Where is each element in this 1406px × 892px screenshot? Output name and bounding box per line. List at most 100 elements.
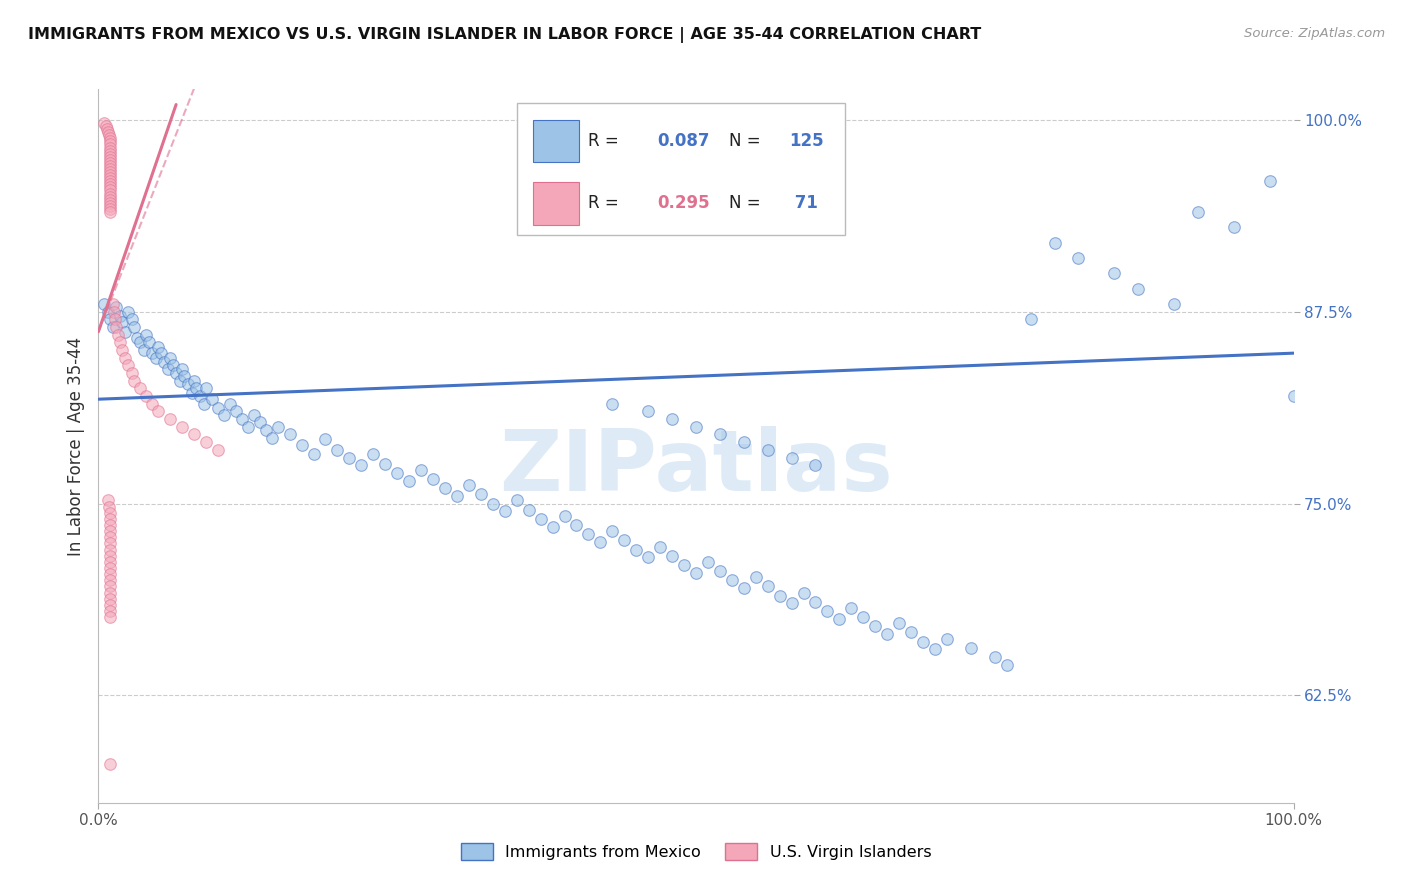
Point [111, 316, 134, 330]
FancyBboxPatch shape [517, 103, 845, 235]
Point [434, 481, 457, 495]
Text: 125: 125 [789, 132, 824, 150]
Point [541, 519, 564, 533]
Point [1104, 266, 1126, 280]
Point [254, 423, 277, 437]
Point [105, 300, 128, 314]
Text: N =: N = [730, 194, 761, 212]
Point [98, 150, 122, 164]
Point [98, 171, 122, 186]
Point [889, 616, 911, 631]
Point [104, 312, 127, 326]
Point [900, 625, 922, 640]
Point [398, 474, 420, 488]
Point [1067, 251, 1090, 265]
Point [1043, 235, 1066, 250]
Point [207, 442, 229, 457]
Point [793, 585, 815, 599]
Point [1019, 312, 1042, 326]
Point [828, 612, 851, 626]
Point [186, 381, 208, 395]
Point [841, 601, 863, 615]
Point [98, 178, 122, 192]
Point [145, 351, 167, 365]
Point [98, 506, 122, 520]
Point [135, 389, 157, 403]
Point [177, 376, 200, 391]
Text: ZIPatlas: ZIPatlas [499, 425, 893, 509]
Point [852, 610, 875, 624]
Bar [533, 182, 579, 225]
Point [374, 457, 396, 471]
Point [98, 574, 122, 588]
Point [162, 359, 184, 373]
Point [93, 116, 115, 130]
Point [411, 463, 433, 477]
Point [172, 419, 194, 434]
Point [98, 156, 122, 170]
Point [97, 304, 120, 318]
Point [97, 125, 120, 139]
Point [231, 412, 253, 426]
Point [267, 419, 290, 434]
Point [201, 392, 224, 407]
Point [98, 549, 122, 563]
Point [98, 555, 122, 569]
Point [422, 472, 444, 486]
Point [1187, 205, 1209, 219]
Point [315, 432, 337, 446]
Point [554, 508, 576, 523]
Point [225, 404, 247, 418]
Point [121, 366, 143, 380]
Point [685, 566, 707, 580]
Point [995, 657, 1018, 672]
Point [661, 412, 683, 426]
Point [188, 389, 211, 403]
Point [195, 435, 218, 450]
Point [125, 331, 148, 345]
Point [159, 412, 181, 426]
Point [98, 202, 122, 216]
Point [101, 320, 124, 334]
Point [446, 489, 468, 503]
Point [780, 450, 803, 465]
Point [506, 493, 529, 508]
Point [124, 374, 146, 388]
Point [138, 335, 160, 350]
Point [98, 195, 122, 210]
Point [1128, 282, 1150, 296]
Point [114, 325, 136, 339]
Text: R =: R = [589, 194, 624, 212]
Point [733, 435, 755, 450]
Point [530, 512, 553, 526]
Point [815, 604, 838, 618]
Point [98, 174, 122, 188]
Text: Source: ZipAtlas.com: Source: ZipAtlas.com [1244, 27, 1385, 40]
Point [98, 561, 122, 575]
Point [709, 564, 731, 578]
Point [613, 533, 636, 548]
Point [291, 438, 314, 452]
Point [98, 134, 122, 148]
Point [756, 442, 779, 457]
Point [94, 119, 117, 133]
Point [121, 312, 143, 326]
Point [876, 627, 898, 641]
Point [98, 585, 122, 599]
Point [98, 579, 122, 593]
Point [98, 159, 122, 173]
Point [709, 427, 731, 442]
Point [602, 524, 624, 538]
Point [98, 610, 122, 624]
Point [117, 304, 139, 318]
Point [124, 320, 146, 334]
Point [212, 408, 235, 422]
Point [98, 524, 122, 538]
Point [98, 193, 122, 207]
Point [733, 581, 755, 595]
Point [169, 374, 191, 388]
Point [141, 397, 163, 411]
Point [494, 504, 516, 518]
Point [132, 343, 155, 357]
Point [637, 550, 659, 565]
